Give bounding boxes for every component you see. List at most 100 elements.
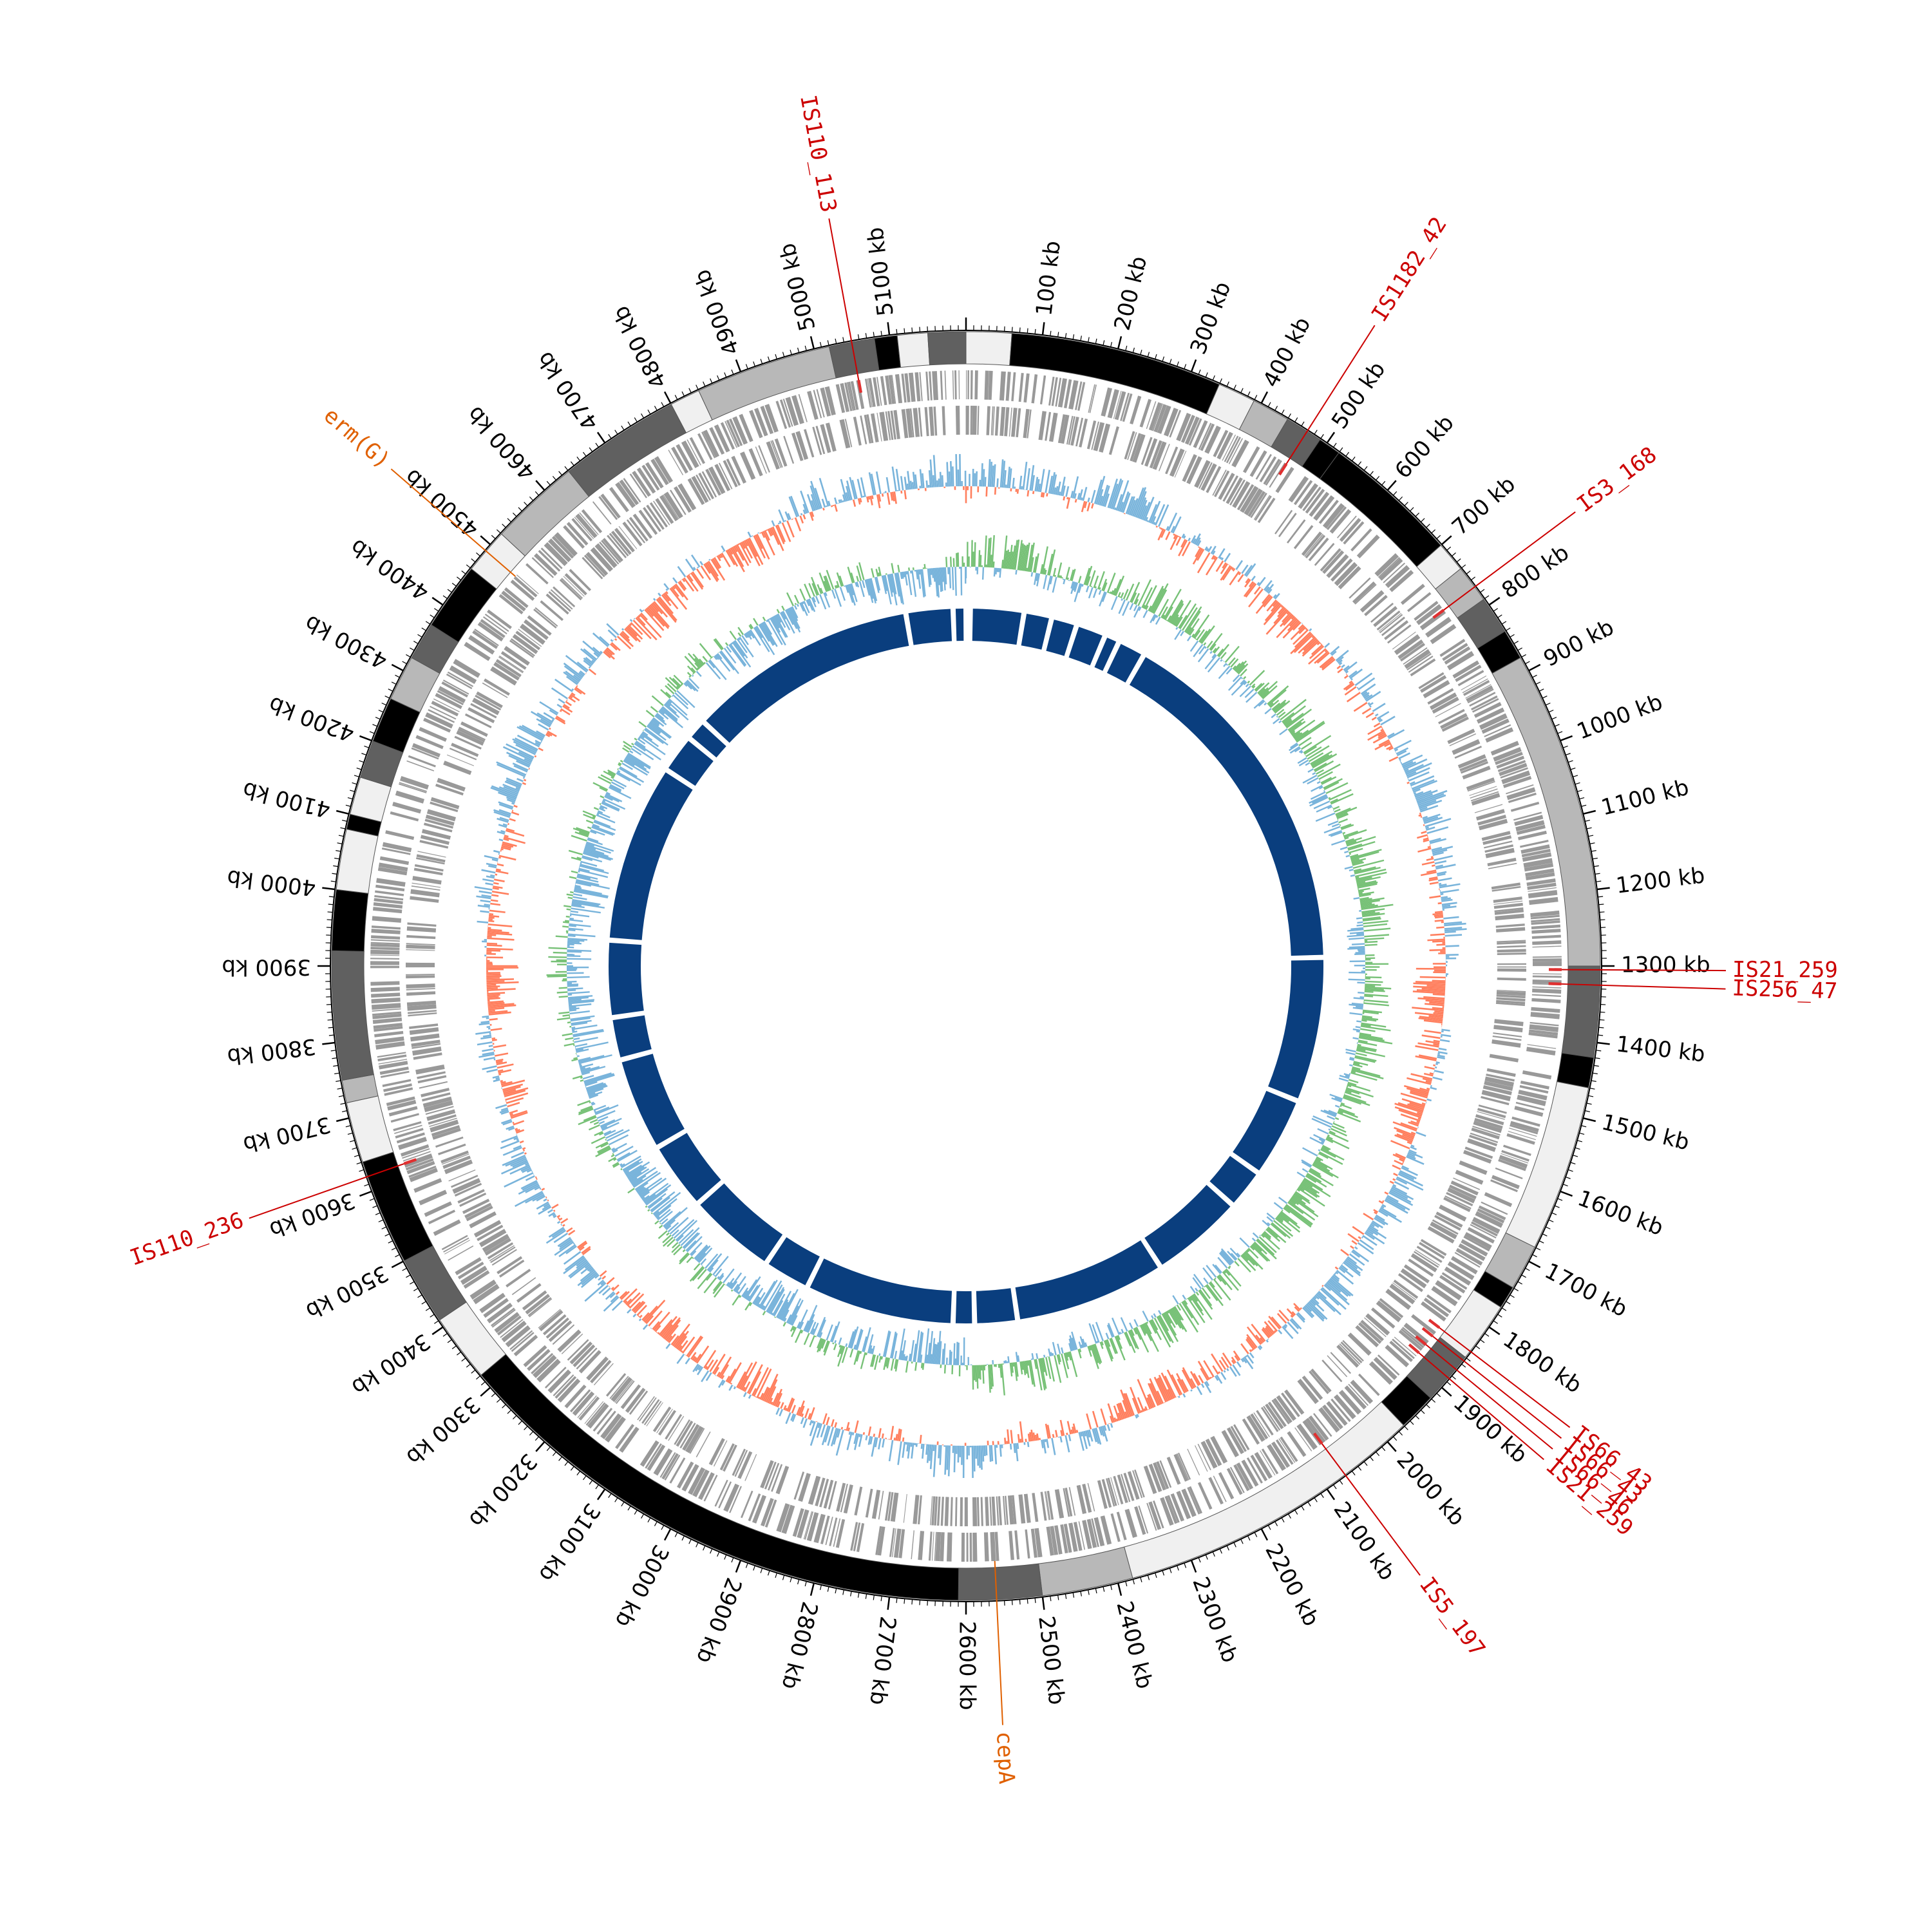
- skew-bar: [605, 1139, 607, 1141]
- cds-feature: [382, 1079, 412, 1088]
- skew-bar: [749, 623, 754, 629]
- skew-bar: [676, 685, 680, 689]
- major-tick: [1190, 359, 1197, 372]
- gc-bar: [476, 895, 491, 900]
- gc-bar: [649, 604, 670, 628]
- cds-feature: [908, 372, 916, 402]
- gc-bar: [1220, 563, 1229, 574]
- cds-feature: [1250, 492, 1267, 518]
- skew-bar: [1232, 674, 1240, 683]
- gc-bar: [1308, 1301, 1328, 1320]
- skew-bar: [611, 1154, 615, 1157]
- gc-bar: [498, 801, 514, 808]
- gc-bar: [1263, 580, 1273, 591]
- cds-feature: [489, 1245, 515, 1262]
- skew-bar: [752, 1287, 764, 1304]
- skew-bar: [601, 800, 620, 811]
- skew-bar: [1007, 1356, 1010, 1363]
- gc-bar: [955, 454, 958, 487]
- skew-bar: [713, 1274, 715, 1276]
- gc-bar: [1090, 489, 1096, 504]
- cds-feature: [542, 1314, 567, 1336]
- gc-bar: [488, 1001, 505, 1005]
- skew-bar: [1318, 1152, 1329, 1159]
- gc-bar: [648, 605, 669, 629]
- gc-bar: [1407, 1152, 1416, 1157]
- gc-bar: [1223, 1370, 1226, 1373]
- cds-feature: [498, 656, 524, 674]
- gc-bar: [516, 734, 540, 748]
- minor-tick: [1254, 395, 1258, 400]
- cds-feature: [964, 1497, 968, 1526]
- gc-bar: [1429, 838, 1446, 844]
- gc-bar: [791, 1405, 796, 1414]
- skew-bar: [772, 616, 780, 629]
- gc-bar: [1438, 1047, 1447, 1051]
- skew-bar: [598, 1116, 609, 1122]
- skew-bar: [1289, 1199, 1296, 1205]
- cds-feature: [719, 1443, 735, 1471]
- skew-bar: [600, 774, 613, 782]
- cds-feature: [685, 1425, 704, 1454]
- cds-feature: [990, 406, 994, 435]
- cds-feature: [448, 1170, 476, 1182]
- gc-bar: [490, 1027, 502, 1031]
- gc-bar: [881, 493, 884, 497]
- cds-feature: [1467, 781, 1495, 792]
- gc-bar: [1007, 466, 1010, 488]
- gc-bar: [896, 1428, 901, 1441]
- gc-bar: [1267, 1338, 1269, 1340]
- skew-bar: [592, 815, 596, 819]
- skew-bar: [594, 819, 611, 828]
- skew-bar: [573, 890, 609, 899]
- skew-bar: [763, 621, 773, 635]
- skew-bar: [1315, 1157, 1321, 1162]
- gc-bar: [658, 1319, 673, 1336]
- gc-bar: [1387, 732, 1395, 738]
- gc-bar: [895, 1434, 898, 1441]
- minor-tick: [1446, 1381, 1452, 1386]
- cds-feature: [1465, 684, 1492, 699]
- skew-bar: [1218, 643, 1230, 658]
- skew-bar: [949, 567, 952, 589]
- gc-bar: [891, 491, 895, 502]
- gc-bar: [1440, 889, 1459, 894]
- gc-bar: [488, 923, 513, 927]
- skew-bar: [567, 943, 574, 946]
- skew-bar: [816, 1316, 826, 1337]
- cds-feature: [437, 777, 466, 791]
- cds-feature: [917, 1495, 922, 1525]
- gc-bar: [705, 1365, 708, 1370]
- skew-bar: [1166, 615, 1172, 622]
- gc-bar: [496, 1061, 507, 1066]
- cds-feature: [1520, 844, 1550, 854]
- skew-bar: [1273, 1202, 1283, 1210]
- gc-bar: [1148, 1394, 1156, 1408]
- gc-bar: [576, 685, 578, 688]
- skew-bar: [786, 1314, 792, 1323]
- skew-bar: [1293, 1193, 1303, 1200]
- gc-bar: [1229, 571, 1240, 585]
- skew-bar: [650, 721, 672, 738]
- gc-bar: [1432, 1076, 1443, 1081]
- gc-bar: [1277, 607, 1287, 618]
- skew-bar: [1141, 587, 1153, 609]
- cds-feature: [1018, 1494, 1026, 1524]
- gc-bar: [802, 514, 806, 520]
- minor-tick: [1415, 1415, 1419, 1419]
- skew-bar: [728, 1282, 734, 1288]
- skew-bar: [583, 851, 612, 861]
- skew-bar: [1359, 898, 1372, 902]
- gc-bar: [888, 1440, 894, 1462]
- cds-feature: [615, 1424, 635, 1450]
- minor-tick: [1358, 461, 1362, 466]
- skew-bar: [687, 1236, 703, 1253]
- cds-feature: [469, 1211, 497, 1229]
- cds-feature: [664, 1454, 681, 1481]
- minor-tick: [1339, 1480, 1343, 1485]
- gc-bar: [482, 1034, 492, 1037]
- gc-bar: [928, 470, 932, 488]
- skew-bar: [585, 1082, 604, 1090]
- gc-bar: [1410, 1146, 1417, 1151]
- cds-feature: [1355, 1325, 1379, 1348]
